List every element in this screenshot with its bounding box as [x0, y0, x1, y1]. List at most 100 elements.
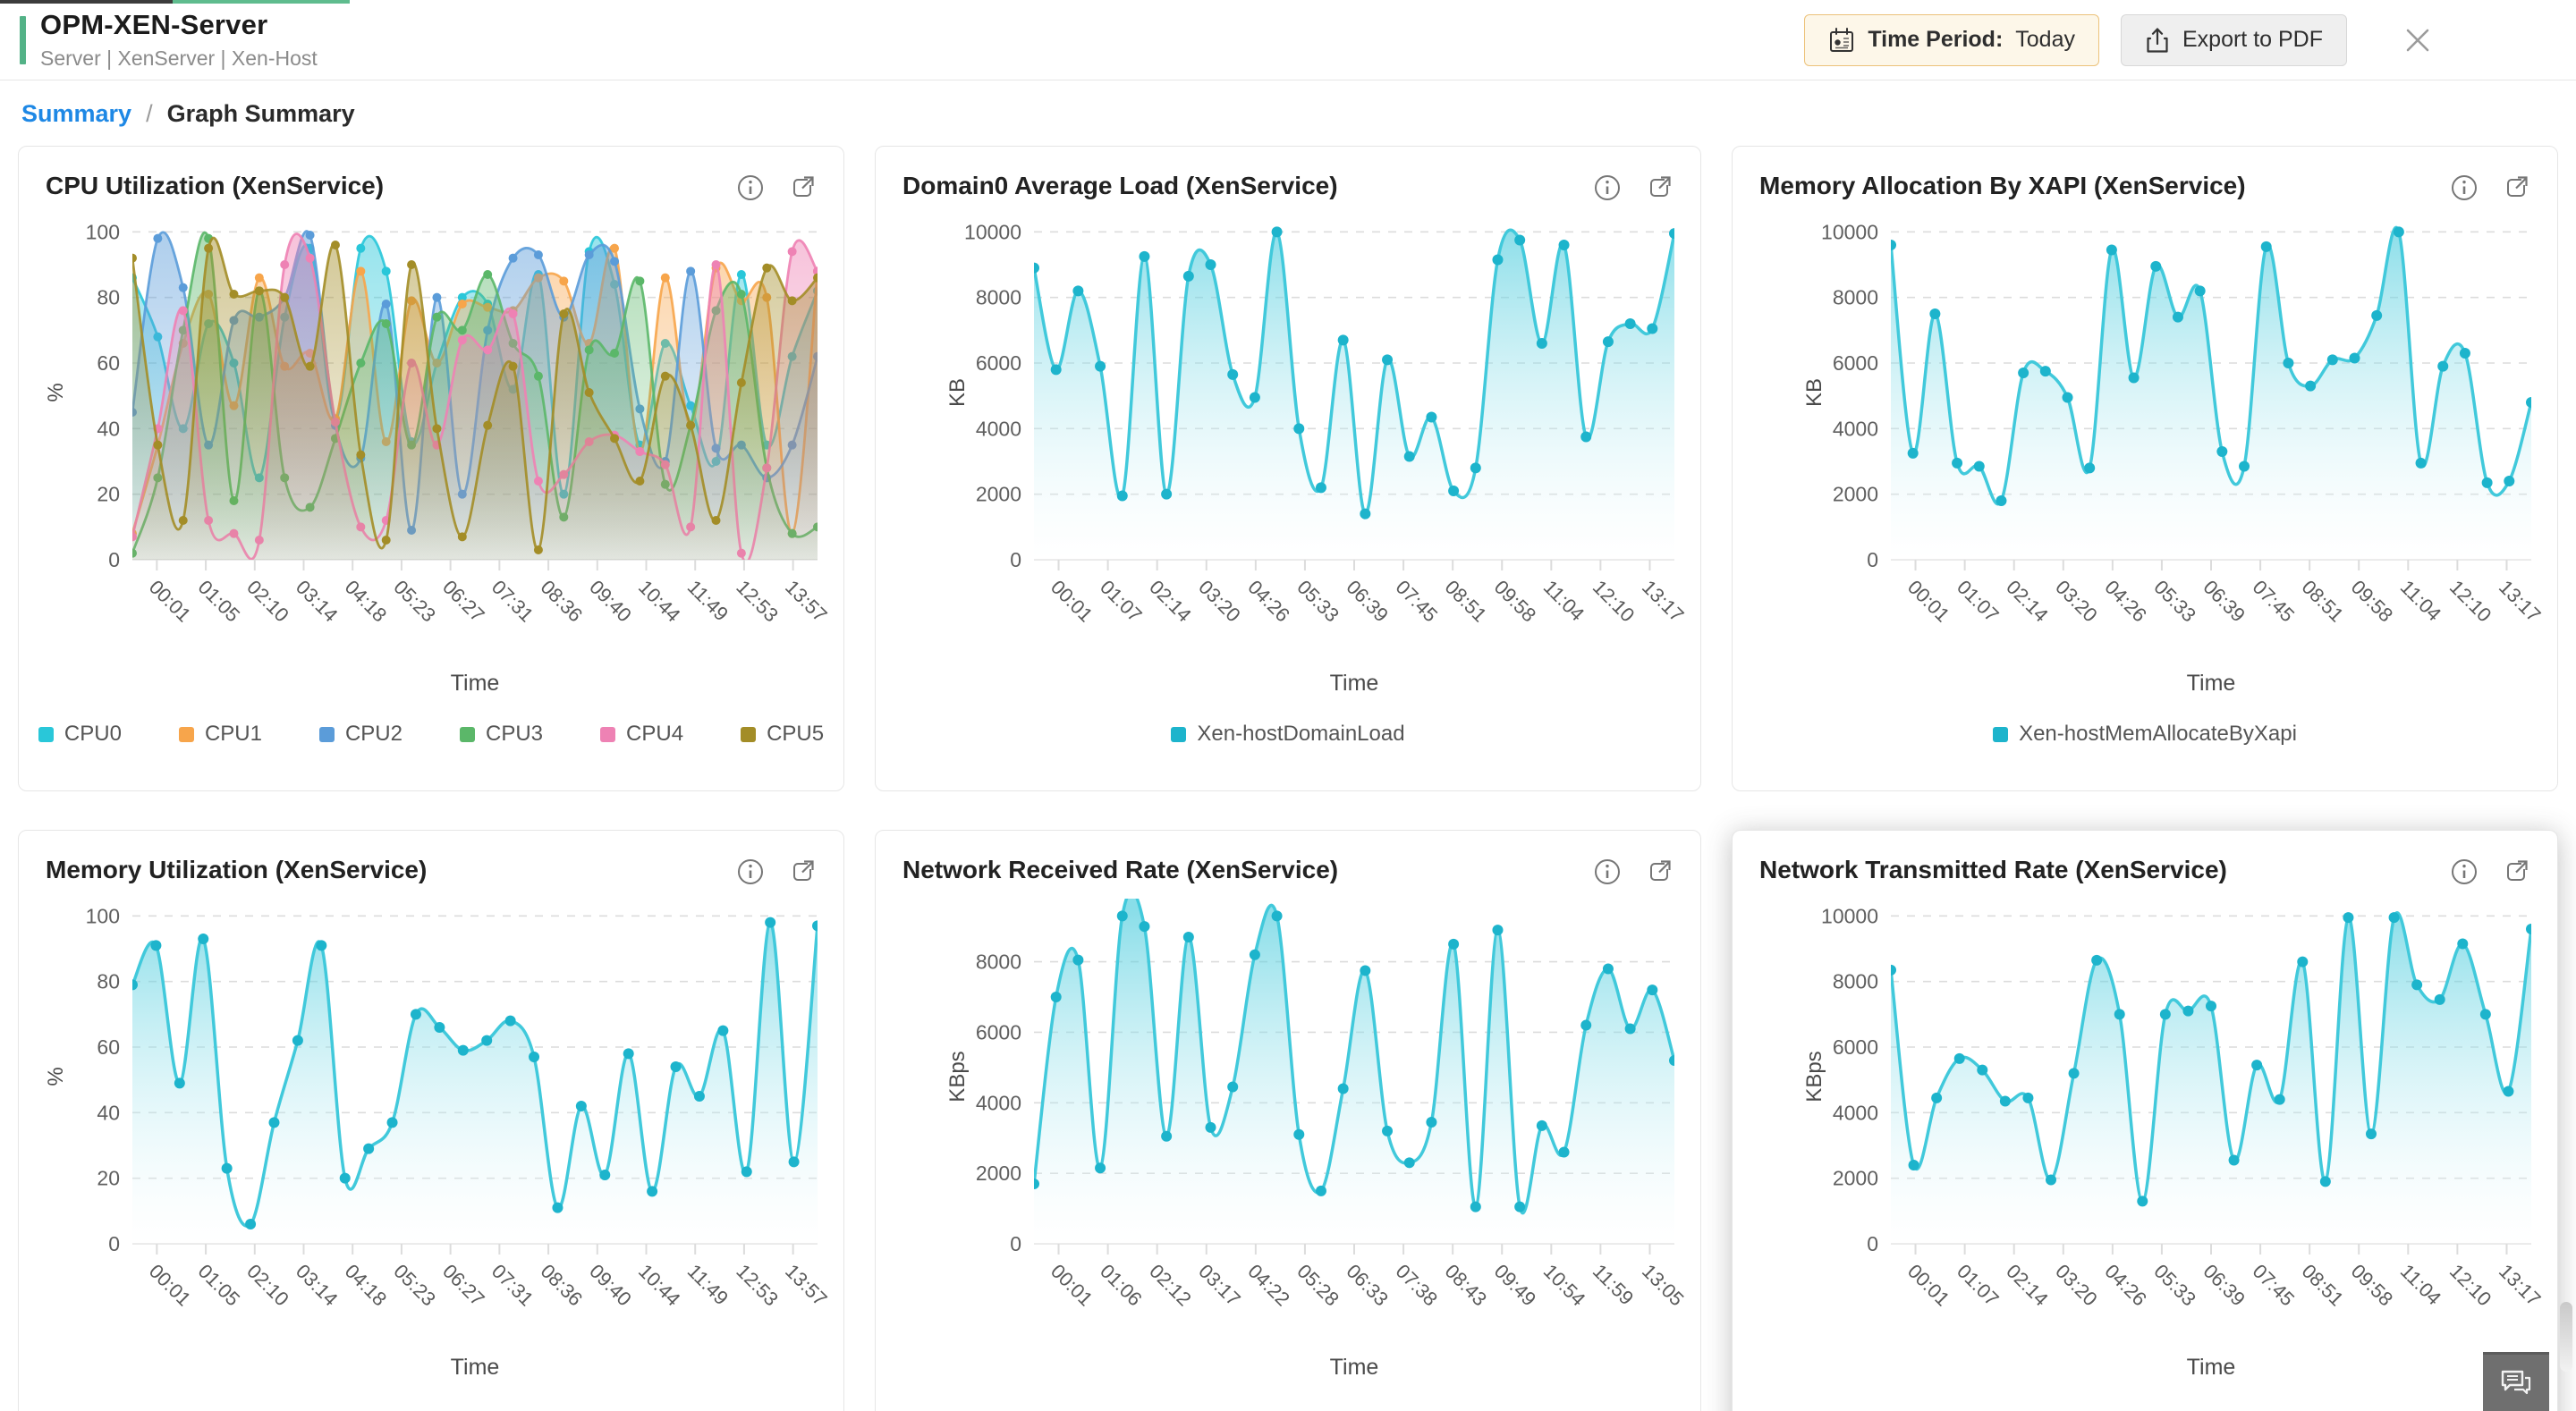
legend-item-Xen-hostMemAllocateByXapi[interactable]: Xen-hostMemAllocateByXapi — [1993, 722, 2297, 747]
svg-text:%: % — [44, 1067, 68, 1086]
info-icon[interactable] — [736, 858, 765, 886]
svg-text:Time: Time — [1330, 671, 1379, 696]
svg-text:08:51: 08:51 — [1441, 576, 1492, 627]
breadcrumb-summary-link[interactable]: Summary — [21, 100, 131, 128]
svg-text:05:33: 05:33 — [2149, 576, 2200, 627]
info-icon[interactable] — [736, 173, 765, 202]
svg-text:0: 0 — [108, 1232, 120, 1255]
svg-text:05:23: 05:23 — [389, 1260, 440, 1311]
domain0-average-load-chart: 020004000600080001000000:0101:0702:1403:… — [882, 204, 1694, 718]
svg-text:02:10: 02:10 — [242, 576, 293, 627]
top-strip-dark-segment — [0, 0, 173, 4]
svg-text:01:05: 01:05 — [194, 1260, 245, 1311]
svg-text:00:01: 00:01 — [1903, 1260, 1954, 1311]
svg-text:11:04: 11:04 — [2396, 576, 2445, 625]
chart-title: Network Received Rate (XenService) — [902, 856, 1338, 884]
legend-item-CPU0[interactable]: CPU0 — [38, 722, 122, 747]
external-link-icon[interactable] — [788, 858, 817, 886]
time-period-button[interactable]: Time Period: Today — [1804, 14, 2099, 66]
svg-text:03:20: 03:20 — [1194, 576, 1245, 627]
svg-text:4000: 4000 — [1833, 417, 1878, 440]
svg-text:%: % — [44, 383, 68, 401]
svg-text:10:44: 10:44 — [634, 576, 685, 627]
chart-card-memory-allocation-by-xapi: Memory Allocation By XAPI (XenService) 0… — [1732, 146, 2558, 791]
svg-text:09:58: 09:58 — [1490, 576, 1541, 627]
svg-text:07:38: 07:38 — [1392, 1260, 1443, 1311]
info-icon[interactable] — [1593, 858, 1622, 886]
legend-item-CPU2[interactable]: CPU2 — [319, 722, 402, 747]
svg-text:07:31: 07:31 — [487, 1260, 538, 1311]
legend-label: CPU5 — [767, 722, 824, 747]
svg-text:00:01: 00:01 — [1903, 576, 1954, 627]
external-link-icon[interactable] — [788, 173, 817, 202]
svg-text:4000: 4000 — [1833, 1101, 1878, 1124]
export-label: Export to PDF — [2182, 27, 2323, 53]
legend-label: CPU3 — [486, 722, 543, 747]
svg-text:03:17: 03:17 — [1194, 1260, 1245, 1311]
svg-text:11:49: 11:49 — [683, 576, 733, 625]
page-header: OPM-XEN-Server Server | XenServer | Xen-… — [0, 0, 2576, 80]
svg-text:02:14: 02:14 — [1145, 576, 1196, 627]
svg-text:04:26: 04:26 — [1243, 576, 1294, 627]
svg-text:11:04: 11:04 — [1539, 576, 1589, 625]
svg-text:02:14: 02:14 — [2002, 1260, 2053, 1311]
legend-item-CPU3[interactable]: CPU3 — [460, 722, 543, 747]
svg-text:0: 0 — [108, 548, 120, 571]
memory-allocation-by-xapi-chart: 020004000600080001000000:0101:0702:1403:… — [1739, 204, 2551, 718]
legend-item-CPU5[interactable]: CPU5 — [741, 722, 824, 747]
external-link-icon[interactable] — [2502, 858, 2530, 886]
svg-text:01:07: 01:07 — [1096, 576, 1147, 627]
top-strip-green-segment — [173, 0, 350, 4]
close-icon[interactable] — [2402, 25, 2433, 55]
external-link-icon[interactable] — [1645, 173, 1674, 202]
legend-label: Xen-hostDomainLoad — [1197, 722, 1404, 747]
svg-text:6000: 6000 — [976, 1020, 1021, 1043]
svg-text:13:05: 13:05 — [1638, 1260, 1689, 1311]
svg-text:06:27: 06:27 — [438, 1260, 489, 1311]
memory-utilization-chart: 02040608010000:0101:0502:1003:1404:1805:… — [25, 888, 837, 1402]
svg-text:80: 80 — [97, 286, 120, 309]
svg-text:02:10: 02:10 — [242, 1260, 293, 1311]
svg-text:03:14: 03:14 — [292, 1260, 343, 1311]
svg-text:04:18: 04:18 — [341, 576, 392, 627]
svg-text:KB: KB — [1802, 378, 1826, 407]
svg-text:13:57: 13:57 — [781, 1260, 832, 1311]
export-to-pdf-button[interactable]: Export to PDF — [2121, 14, 2347, 66]
legend-swatch — [1993, 727, 2008, 742]
svg-text:4000: 4000 — [976, 417, 1021, 440]
svg-text:12:53: 12:53 — [732, 576, 783, 627]
svg-text:06:39: 06:39 — [2199, 1260, 2250, 1311]
svg-text:09:49: 09:49 — [1490, 1260, 1541, 1311]
chart-title: CPU Utilization (XenService) — [46, 172, 384, 200]
info-icon[interactable] — [2450, 173, 2479, 202]
external-link-icon[interactable] — [2502, 173, 2530, 202]
legend-item-CPU1[interactable]: CPU1 — [179, 722, 262, 747]
legend-item-CPU4[interactable]: CPU4 — [600, 722, 683, 747]
legend-label: CPU0 — [64, 722, 122, 747]
svg-text:8000: 8000 — [1833, 970, 1878, 993]
svg-text:01:05: 01:05 — [194, 576, 245, 627]
svg-text:2000: 2000 — [976, 1162, 1021, 1185]
svg-text:09:40: 09:40 — [585, 1260, 636, 1311]
svg-text:00:01: 00:01 — [145, 576, 196, 627]
svg-text:00:01: 00:01 — [1046, 576, 1097, 627]
feedback-button[interactable] — [2483, 1352, 2549, 1411]
svg-text:KB: KB — [945, 378, 970, 407]
legend-item-Xen-hostDomainLoad[interactable]: Xen-hostDomainLoad — [1171, 722, 1404, 747]
svg-text:Time: Time — [2187, 1355, 2236, 1380]
svg-text:06:39: 06:39 — [1342, 576, 1393, 627]
svg-text:03:14: 03:14 — [292, 576, 343, 627]
scrollbar-thumb[interactable] — [2560, 1302, 2572, 1372]
info-icon[interactable] — [1593, 173, 1622, 202]
cpu-utilization-chart: 02040608010000:0101:0502:1003:1404:1805:… — [25, 204, 837, 718]
top-progress-strip — [0, 0, 2576, 4]
svg-text:Time: Time — [2187, 671, 2236, 696]
svg-text:04:26: 04:26 — [2100, 1260, 2151, 1311]
chart-legend: CPU0 CPU1 CPU2 CPU3 CPU4 CPU5 — [19, 722, 843, 747]
network-received-rate-chart: 0200040006000800000:0101:0602:1203:1704:… — [882, 888, 1694, 1402]
info-icon[interactable] — [2450, 858, 2479, 886]
external-link-icon[interactable] — [1645, 858, 1674, 886]
breadcrumb-separator: / — [146, 100, 153, 128]
